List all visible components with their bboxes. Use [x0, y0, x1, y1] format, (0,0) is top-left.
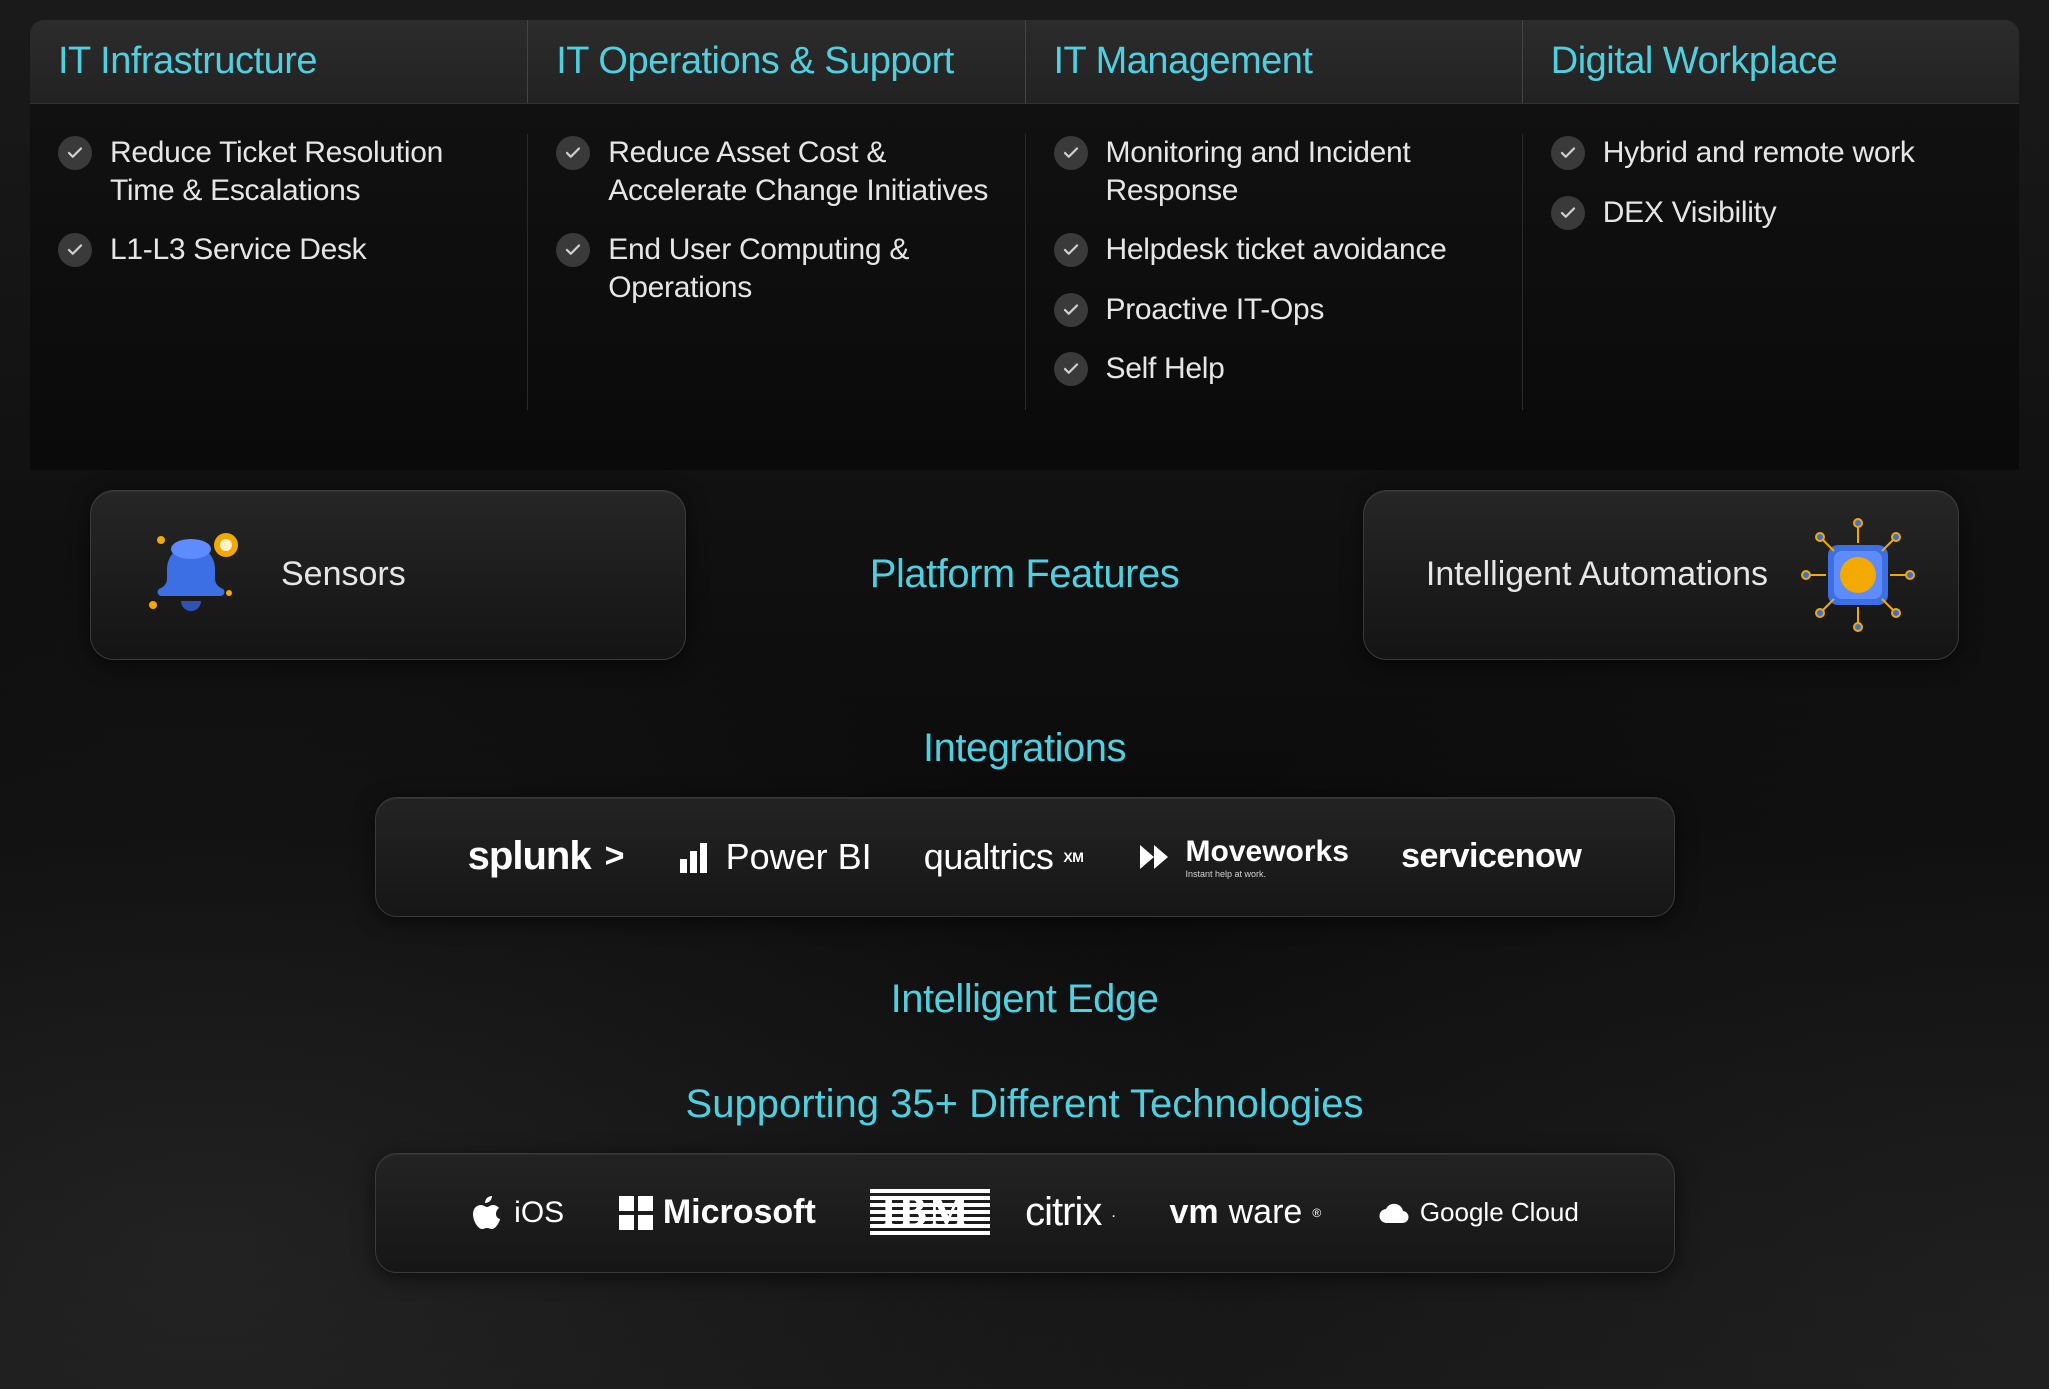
list-item-label: Proactive IT-Ops: [1106, 291, 1325, 329]
check-icon: [556, 233, 590, 267]
pillar-title-workplace: Digital Workplace: [1522, 20, 2019, 103]
list-item: Helpdesk ticket avoidance: [1054, 231, 1494, 269]
integrations-logo-bar: splunk> Power BI qualtricsXM Moveworks I…: [375, 797, 1675, 917]
ibm-logo: IBM IBM: [870, 1189, 970, 1237]
check-icon: [1551, 136, 1585, 170]
check-icon: [1054, 136, 1088, 170]
moveworks-icon: [1136, 837, 1176, 877]
list-item: Hybrid and remote work: [1551, 134, 1991, 172]
microsoft-logo: Microsoft: [619, 1193, 816, 1232]
automations-label: Intelligent Automations: [1426, 555, 1768, 594]
list-item: End User Computing & Operations: [556, 231, 996, 306]
list-item-label: End User Computing & Operations: [608, 231, 996, 306]
list-item: DEX Visibility: [1551, 194, 1991, 232]
sensors-icon: [131, 515, 251, 635]
pillar-title-management: IT Management: [1025, 20, 1522, 103]
list-item-label: L1-L3 Service Desk: [110, 231, 366, 269]
servicenow-logo: servicenow: [1401, 837, 1581, 876]
technologies-section: Supporting 35+ Different Technologies iO…: [30, 1056, 2019, 1299]
check-icon: [1054, 293, 1088, 327]
check-icon: [1054, 233, 1088, 267]
platform-features-title: Platform Features: [726, 552, 1322, 597]
list-item-label: Reduce Ticket Resolution Time & Escalati…: [110, 134, 499, 209]
pillars-body: Reduce Ticket Resolution Time & Escalati…: [30, 104, 2019, 470]
edge-section: Intelligent Edge: [30, 943, 2019, 1056]
google-cloud-logo: Google Cloud: [1376, 1197, 1579, 1228]
list-item-label: Self Help: [1106, 350, 1225, 388]
pillar-col-infrastructure: Reduce Ticket Resolution Time & Escalati…: [30, 134, 527, 410]
sensors-pill: Sensors: [90, 490, 686, 660]
list-item: L1-L3 Service Desk: [58, 231, 499, 269]
integrations-section: Integrations splunk> Power BI qualtricsX…: [30, 700, 2019, 943]
apple-icon: [470, 1193, 504, 1233]
list-item-label: Monitoring and Incident Response: [1106, 134, 1494, 209]
powerbi-logo: Power BI: [676, 836, 872, 878]
apple-ios-logo: iOS: [470, 1193, 564, 1233]
qualtrics-logo: qualtricsXM: [924, 836, 1084, 878]
pillar-col-operations: Reduce Asset Cost & Accelerate Change In…: [527, 134, 1024, 410]
list-item: Monitoring and Incident Response: [1054, 134, 1494, 209]
pillar-title-infrastructure: IT Infrastructure: [30, 20, 527, 103]
check-icon: [1551, 196, 1585, 230]
pillars-header: IT Infrastructure IT Operations & Suppor…: [30, 20, 2019, 104]
powerbi-icon: [676, 837, 716, 877]
list-item-label: Reduce Asset Cost & Accelerate Change In…: [608, 134, 996, 209]
list-item: Self Help: [1054, 350, 1494, 388]
platform-features-row: Sensors Platform Features Intelligent Au…: [30, 470, 2019, 700]
vmware-logo: vmware®: [1169, 1193, 1321, 1232]
automations-pill: Intelligent Automations: [1363, 490, 1959, 660]
edge-title: Intelligent Edge: [891, 977, 1159, 1022]
platform-infographic: IT Infrastructure IT Operations & Suppor…: [0, 0, 2049, 1389]
list-item-label: Hybrid and remote work: [1603, 134, 1915, 172]
technologies-title: Supporting 35+ Different Technologies: [686, 1082, 1364, 1127]
integrations-title: Integrations: [923, 726, 1126, 771]
technologies-logo-bar: iOS Microsoft: [375, 1153, 1675, 1273]
pillar-title-operations: IT Operations & Support: [527, 20, 1024, 103]
list-item-label: DEX Visibility: [1603, 194, 1777, 232]
pillar-col-management: Monitoring and Incident Response Helpdes…: [1025, 134, 1522, 410]
check-icon: [1054, 352, 1088, 386]
list-item: Proactive IT-Ops: [1054, 291, 1494, 329]
check-icon: [556, 136, 590, 170]
list-item: Reduce Ticket Resolution Time & Escalati…: [58, 134, 499, 209]
sensors-label: Sensors: [281, 555, 406, 594]
list-item: Reduce Asset Cost & Accelerate Change In…: [556, 134, 996, 209]
automations-icon: [1798, 515, 1918, 635]
check-icon: [58, 136, 92, 170]
cloud-icon: [1376, 1199, 1410, 1227]
microsoft-icon: [619, 1196, 653, 1230]
check-icon: [58, 233, 92, 267]
citrix-logo: citrix.: [1025, 1190, 1115, 1235]
list-item-label: Helpdesk ticket avoidance: [1106, 231, 1447, 269]
pillar-col-workplace: Hybrid and remote work DEX Visibility: [1522, 134, 2019, 410]
moveworks-logo: Moveworks Instant help at work.: [1136, 835, 1349, 879]
splunk-logo: splunk>: [468, 834, 624, 879]
